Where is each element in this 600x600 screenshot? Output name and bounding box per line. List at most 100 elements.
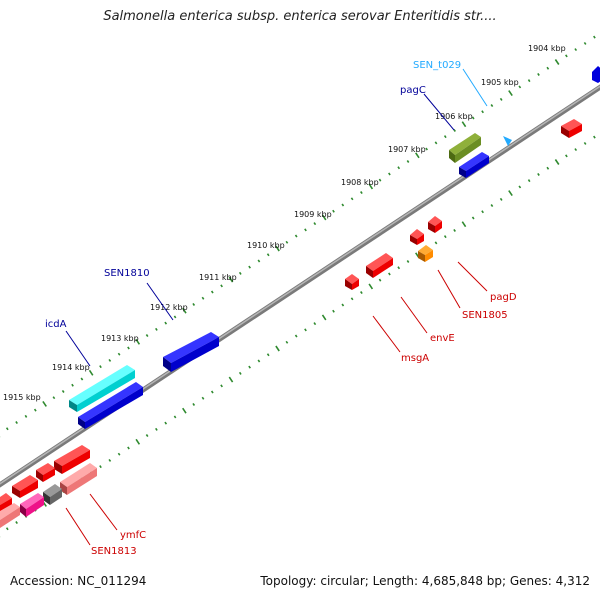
gene-label-sen1810[interactable]: SEN1810: [104, 268, 150, 279]
track-tick: [481, 210, 484, 214]
track-tick: [238, 271, 242, 275]
accession-text: Accession: NC_011294: [10, 574, 147, 588]
track-tick: [173, 315, 177, 319]
track-tick: [481, 110, 484, 114]
track-tick: [127, 446, 130, 450]
gene-label-sen1805[interactable]: SEN1805: [462, 310, 508, 321]
track-tick: [61, 389, 65, 393]
track-tick: [145, 334, 149, 338]
track-tick: [304, 328, 307, 332]
gene-feature-sen1813[interactable]: [20, 493, 44, 517]
gene-feature[interactable]: [43, 484, 62, 505]
track-tick: [490, 204, 494, 208]
track-tick: [5, 527, 9, 531]
track-tick: [228, 376, 234, 383]
track-tick: [537, 172, 540, 176]
kbp-label: 1907 kbp: [388, 145, 426, 154]
track-tick: [397, 266, 401, 270]
gene-label-msga[interactable]: msgA: [401, 353, 429, 364]
gene-feature-sen1810[interactable]: [163, 332, 219, 372]
track-tick: [350, 197, 354, 201]
track-tick: [117, 352, 121, 356]
track-tick: [71, 383, 74, 387]
gene-feature-icda[interactable]: [69, 365, 135, 412]
gene-feature[interactable]: [0, 503, 20, 528]
gene-feature[interactable]: [561, 119, 582, 138]
track-tick: [350, 297, 354, 301]
track-tick: [378, 278, 382, 282]
track-tick: [182, 307, 187, 314]
gene-label-sen1813[interactable]: SEN1813: [91, 546, 137, 557]
track-tick: [360, 191, 363, 195]
gene-label-pagd[interactable]: pagD: [490, 292, 517, 303]
track-tick: [304, 228, 307, 232]
track-tick: [341, 203, 345, 207]
gene-feature[interactable]: [459, 152, 489, 178]
track-tick: [471, 216, 475, 220]
track-tick: [565, 54, 568, 58]
gene-feature-ymfc[interactable]: [60, 463, 97, 495]
track-tick: [108, 458, 112, 462]
gene-label-pagc[interactable]: pagC: [400, 85, 426, 96]
track-tick: [248, 265, 251, 269]
gene-feature-envE[interactable]: [366, 253, 393, 278]
kbp-label: 1912 kbp: [150, 303, 188, 312]
track-tick: [145, 434, 149, 438]
track-tick: [220, 284, 223, 288]
gene-feature[interactable]: [12, 475, 38, 498]
outer-tick-track: [0, 35, 596, 438]
track-tick: [52, 396, 56, 400]
kbp-label: 1906 kbp: [435, 112, 473, 121]
track-tick: [508, 90, 513, 97]
track-tick: [15, 421, 18, 425]
track-tick: [499, 97, 503, 101]
kbp-label: 1908 kbp: [341, 178, 379, 187]
track-tick: [294, 334, 298, 338]
gene-feature[interactable]: [0, 493, 12, 512]
track-tick: [108, 358, 112, 362]
track-tick: [164, 421, 168, 425]
genome-backbone: [0, 84, 600, 488]
track-tick: [248, 365, 251, 369]
track-tick: [360, 291, 363, 295]
track-tick: [518, 185, 522, 189]
track-tick: [453, 228, 456, 232]
gene-label-sen-t029[interactable]: SEN_t029: [413, 60, 461, 71]
track-tick: [127, 346, 130, 350]
track-tick: [117, 452, 121, 456]
track-tick: [173, 415, 177, 419]
gene-label-ymfc[interactable]: ymfC: [120, 530, 146, 541]
gene-feature[interactable]: [78, 382, 143, 429]
gene-feature-sen-t029[interactable]: [503, 136, 512, 146]
gene-feature[interactable]: [592, 66, 600, 83]
track-tick: [527, 179, 531, 183]
gene-feature[interactable]: [36, 463, 55, 482]
track-tick: [135, 438, 141, 445]
track-tick: [546, 166, 550, 170]
gene-label-icda[interactable]: icdA: [45, 319, 67, 330]
track-tick: [321, 214, 327, 221]
kbp-label: 1915 kbp: [3, 393, 41, 402]
gene-feature-pagd[interactable]: [428, 216, 442, 233]
gene-feature-msga[interactable]: [345, 274, 359, 290]
gene-label-enve[interactable]: envE: [430, 333, 455, 344]
track-tick: [341, 303, 345, 307]
gene-feature[interactable]: [410, 229, 424, 245]
gene-feature-pagc[interactable]: [449, 133, 481, 163]
kbp-label: 1910 kbp: [247, 241, 285, 250]
track-tick: [425, 147, 428, 151]
track-tick: [537, 72, 540, 76]
gene-feature-sen1805[interactable]: [418, 245, 433, 262]
label-leaders: [65, 68, 488, 546]
kbp-label: 1905 kbp: [481, 78, 519, 87]
track-tick: [332, 209, 335, 213]
track-tick: [593, 35, 596, 39]
track-tick: [285, 340, 289, 344]
track-tick: [99, 365, 102, 369]
gene-feature[interactable]: [54, 445, 90, 474]
track-tick: [5, 427, 9, 431]
track-tick: [99, 465, 102, 469]
gene-labels: SEN_t029 pagC SEN1810 icdA pagD SEN1805 …: [45, 60, 517, 557]
kbp-label: 1913 kbp: [101, 334, 139, 343]
